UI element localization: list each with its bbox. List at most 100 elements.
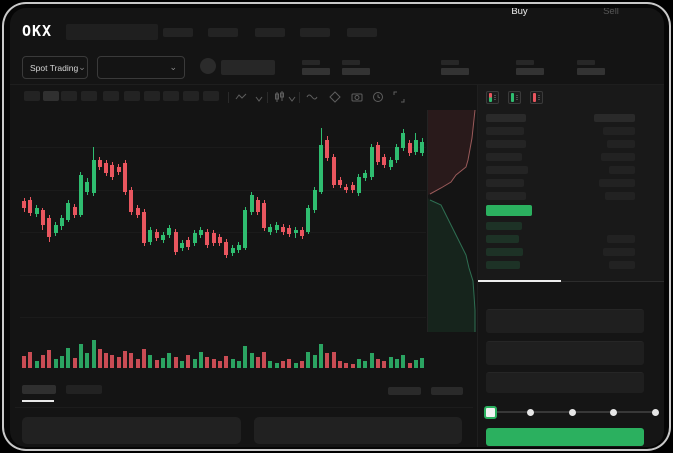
candle — [394, 147, 399, 160]
ticker-stat-value-placeholder — [342, 68, 370, 75]
chevron-down-icon[interactable] — [285, 92, 299, 106]
pair-dropdown[interactable]: ⌄ — [97, 56, 185, 79]
bottom-action-placeholder[interactable] — [431, 387, 463, 395]
ticker-stat-label-placeholder — [302, 60, 320, 65]
volume-bar — [217, 361, 222, 368]
candle — [249, 195, 254, 212]
timeframe-button[interactable] — [24, 91, 40, 101]
toolbar-divider — [299, 92, 300, 103]
bottom-tab[interactable] — [66, 385, 102, 394]
timeframe-button[interactable] — [124, 91, 140, 101]
orderbook-asks-icon[interactable] — [530, 91, 543, 104]
ask-price-bar — [486, 166, 528, 174]
ticker-stat-label-placeholder — [441, 60, 459, 65]
bottom-panel[interactable] — [254, 417, 462, 444]
buy-submit-button[interactable] — [486, 428, 644, 446]
slider-stop[interactable] — [527, 408, 534, 416]
clock-icon[interactable] — [371, 90, 385, 104]
candle — [78, 175, 83, 215]
gridline — [20, 317, 426, 318]
ask-price-bar — [486, 192, 526, 200]
line-style-icon[interactable] — [234, 90, 248, 104]
candle — [319, 145, 324, 192]
timeframe-button[interactable] — [203, 91, 219, 101]
book-color-mark — [489, 93, 492, 102]
volume-bar — [224, 356, 229, 368]
volume-bar — [180, 361, 184, 368]
candle — [116, 167, 121, 172]
ask-amount-bar — [603, 127, 635, 135]
orderbook-bids-icon[interactable] — [508, 91, 521, 104]
candle — [306, 208, 311, 232]
ask-price-bar — [486, 179, 524, 187]
orderbook-both-icon[interactable] — [486, 91, 499, 104]
bottom-panel[interactable] — [22, 417, 241, 444]
volume-bar — [135, 359, 140, 368]
candle — [129, 190, 134, 212]
candle — [382, 157, 387, 165]
bottom-tab[interactable] — [22, 385, 56, 394]
timeframe-button[interactable] — [163, 91, 179, 101]
ask-amount-bar — [601, 153, 635, 161]
timeframe-button[interactable] — [183, 91, 199, 101]
bottom-divider — [15, 407, 473, 408]
volume-bar — [420, 358, 425, 368]
ask-amount-bar — [605, 192, 635, 200]
slider-stop[interactable] — [568, 408, 576, 416]
candle — [148, 230, 153, 242]
volume-bar — [66, 348, 71, 368]
nav-item-placeholder[interactable] — [208, 28, 238, 37]
book-color-mark — [533, 93, 536, 102]
candle — [40, 210, 45, 225]
nav-item-placeholder[interactable] — [163, 28, 193, 37]
volume-bar — [59, 356, 64, 368]
candle — [407, 143, 412, 153]
candle — [312, 190, 317, 210]
bottom-action-placeholder[interactable] — [388, 387, 421, 395]
search-bar-placeholder[interactable] — [66, 24, 158, 40]
volume-bar — [350, 364, 355, 368]
volume-bar — [173, 357, 178, 368]
header-divider — [10, 84, 664, 85]
volume-bar — [110, 355, 115, 368]
volume-bar — [211, 359, 216, 368]
candlestick-icon[interactable] — [272, 90, 286, 104]
wave-icon[interactable] — [305, 90, 319, 104]
timeframe-button[interactable] — [103, 91, 119, 101]
candle — [22, 201, 26, 208]
timeframe-button[interactable] — [144, 91, 160, 101]
candlestick-chart[interactable] — [20, 112, 426, 335]
order-form-field[interactable] — [486, 341, 644, 365]
volume-bar — [186, 355, 191, 368]
expand-icon[interactable] — [392, 90, 406, 104]
volume-bar — [325, 353, 330, 368]
timeframe-button[interactable] — [43, 91, 59, 101]
chevron-down-icon[interactable] — [252, 92, 266, 106]
draw-icon[interactable] — [328, 90, 342, 104]
timeframe-button[interactable] — [61, 91, 77, 101]
candle — [91, 160, 96, 193]
order-form-field[interactable] — [486, 309, 644, 333]
order-form-field[interactable] — [486, 372, 644, 393]
bid-price-bar — [486, 261, 520, 269]
slider-stop[interactable] — [651, 408, 659, 416]
volume-bar — [338, 361, 342, 368]
tab-sell[interactable]: Sell — [603, 8, 619, 17]
candle — [262, 203, 267, 228]
candle — [110, 165, 115, 177]
timeframe-button[interactable] — [81, 91, 97, 101]
nav-item-placeholder[interactable] — [255, 28, 285, 37]
nav-item-placeholder[interactable] — [300, 28, 330, 37]
camera-icon[interactable] — [350, 90, 364, 104]
candle — [413, 140, 418, 152]
market-type-dropdown[interactable]: Spot Trading ⌄ — [22, 56, 88, 79]
candle — [388, 160, 393, 167]
last-price-bar — [486, 205, 532, 216]
candle — [167, 228, 172, 235]
slider-handle[interactable] — [483, 406, 497, 419]
volume-bar — [363, 361, 368, 368]
candle — [224, 242, 229, 255]
nav-item-placeholder[interactable] — [347, 28, 377, 37]
tab-buy[interactable]: Buy — [511, 8, 528, 17]
slider-stop[interactable] — [610, 408, 617, 416]
